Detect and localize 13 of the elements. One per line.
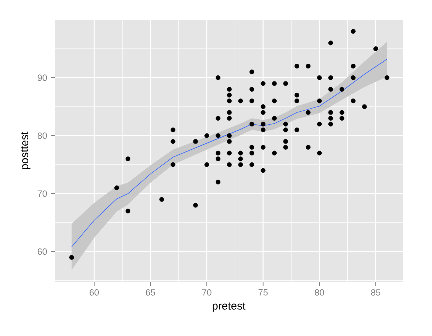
y-tick-label: 60 <box>38 248 48 256</box>
y-tick-label: 70 <box>38 190 48 198</box>
x-axis-title: pretest <box>212 302 246 312</box>
x-tick-label: 60 <box>90 290 100 296</box>
x-tick-label: 85 <box>371 290 381 296</box>
x-tick-label: 80 <box>315 290 324 296</box>
line-series <box>72 59 388 248</box>
x-tick-label: 65 <box>146 290 156 296</box>
y-tick-label: 80 <box>38 132 48 140</box>
y-tick-label: 90 <box>38 74 48 82</box>
x-tick-label: 75 <box>258 290 268 296</box>
y-axis-title: posttest <box>21 132 31 170</box>
x-tick-label: 70 <box>202 290 212 296</box>
